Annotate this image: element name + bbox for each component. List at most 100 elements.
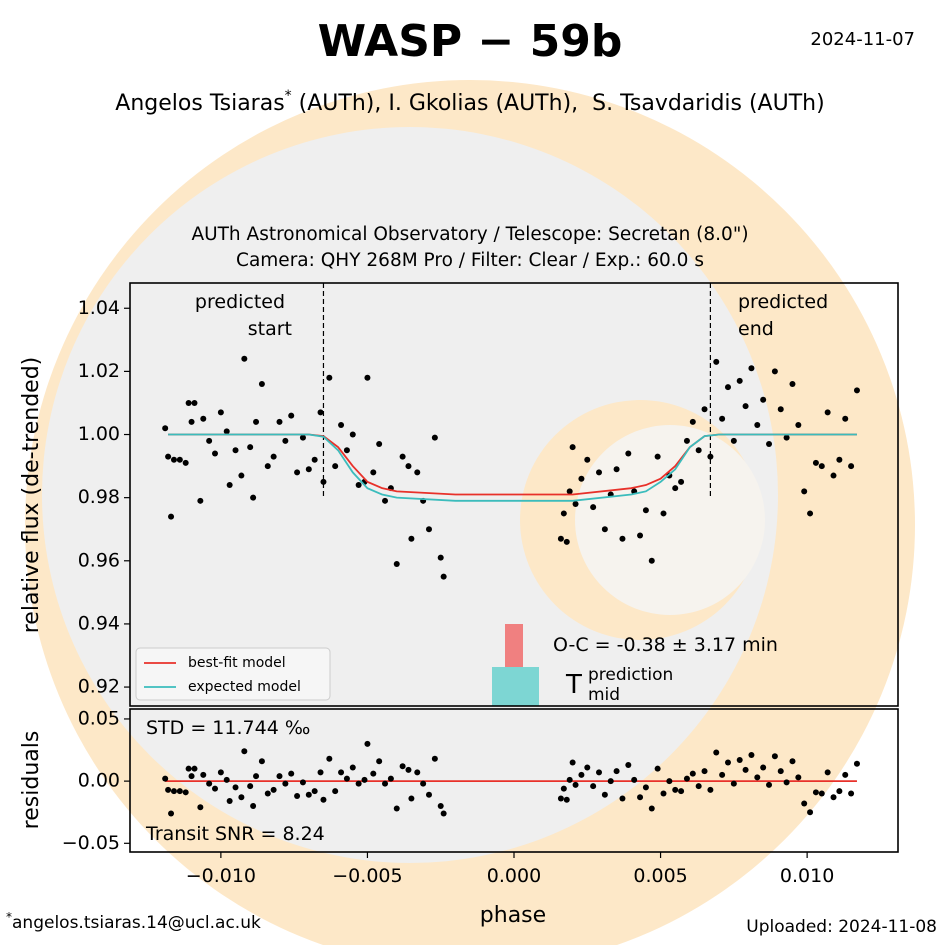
data-point [425,791,432,798]
x-axis-label: phase [480,903,546,928]
data-point [405,766,412,773]
legend-box [135,647,331,701]
data-point [414,769,421,776]
data-point [736,377,743,384]
data-point [578,771,585,778]
oc-marker [505,624,523,667]
data-point [660,790,667,797]
data-point [176,456,183,463]
data-point [853,760,860,767]
data-point [288,412,295,419]
data-point [707,453,714,460]
data-point [637,794,644,801]
data-point [253,773,260,780]
data-point [332,463,339,470]
data-point [601,791,608,798]
data-point [420,780,427,787]
data-point [282,780,289,787]
watermark [25,80,915,945]
data-point [590,504,597,511]
data-point [701,406,708,413]
uploaded: Uploaded: 2024-11-08 [746,917,937,937]
x-tick-label: 0.000 [487,865,541,887]
date: 2024-11-07 [810,29,915,50]
data-point [294,793,301,800]
data-point [326,374,333,381]
data-point [276,773,283,780]
data-point [566,776,573,783]
data-point [212,785,219,792]
data-point [437,554,444,561]
data-point [807,809,814,816]
author-first: Angelos Tsiaras [115,91,284,116]
data-point [596,769,603,776]
data-point [299,434,306,441]
data-point [701,768,708,775]
data-point [200,771,207,778]
data-point [807,510,814,517]
plot-frame [129,708,899,853]
data-point [754,774,761,781]
data-point [689,770,696,777]
data-point [223,776,230,783]
data-point [563,538,570,545]
data-point [217,769,224,776]
tmid-symbol: T [565,670,582,700]
data-point [408,795,415,802]
data-point [247,444,254,451]
data-point [250,802,257,809]
data-point [264,790,271,797]
data-point [601,526,608,533]
data-point [584,764,591,771]
annotation: predicted [195,291,285,313]
data-point [349,431,356,438]
data-point [590,783,597,790]
y-tick-label: 0.05 [78,707,120,729]
tmid-sup: prediction [588,665,673,685]
data-point [648,805,655,812]
std-label: STD = 11.744 ‰ [146,717,310,739]
data-point [818,463,825,470]
y-tick-label: 1.04 [78,297,120,319]
data-point [569,759,576,766]
data-point [311,788,318,795]
data-point [719,415,726,422]
data-point [824,409,831,416]
data-point [654,453,661,460]
data-point [355,780,362,787]
annotation: start [248,318,292,340]
annotation: end [738,318,774,340]
data-point [425,526,432,533]
data-point [182,789,189,796]
data-point [288,770,295,777]
data-point [596,469,603,476]
data-point [250,494,257,501]
data-point [440,810,447,817]
data-point [578,475,585,482]
data-point [431,434,438,441]
data-point [170,456,177,463]
data-point [760,396,767,403]
data-point [771,368,778,375]
data-point [560,785,567,792]
data-point [349,764,356,771]
data-point [584,456,591,463]
data-point [264,463,271,470]
y-axis-label: relative flux (de-trended) [19,357,44,634]
data-point [393,560,400,567]
x-tick-label: 0.010 [780,865,834,887]
data-point [789,758,796,765]
data-point [766,781,773,788]
data-point [569,444,576,451]
data-point [317,409,324,416]
data-point [695,783,702,790]
data-point [672,485,679,492]
data-point [724,384,731,391]
data-point [165,786,172,793]
data-point [197,804,204,811]
data-point [168,513,175,520]
data-point [376,758,383,765]
annotation: predicted [738,291,828,313]
data-point [812,789,819,796]
